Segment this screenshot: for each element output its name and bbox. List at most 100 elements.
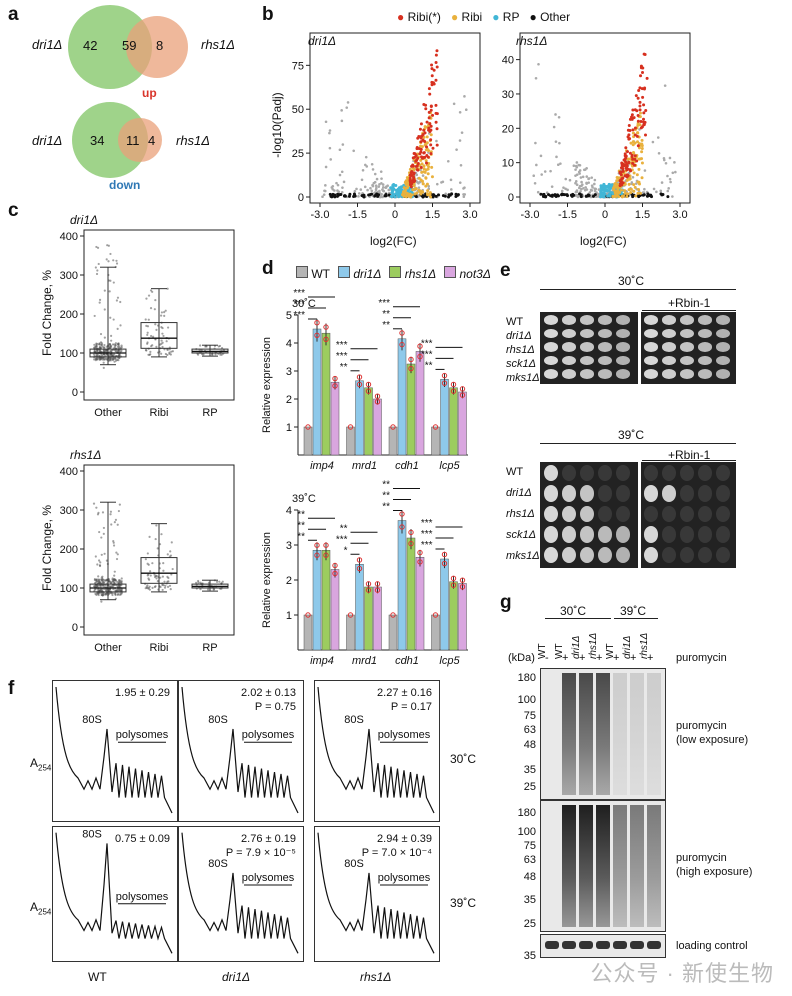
jitter-point xyxy=(98,564,102,567)
point-ribi-star xyxy=(430,67,434,71)
profile-pvalue: P = 0.75 xyxy=(255,701,296,713)
x-tick-label: -3.0 xyxy=(311,209,330,221)
replicate-point xyxy=(408,365,414,372)
wb-puro-sign: + xyxy=(647,652,654,664)
point-rp xyxy=(391,192,395,196)
profile-stat: 1.95 ± 0.29 xyxy=(115,687,170,699)
point-ribi xyxy=(417,176,421,180)
point-other xyxy=(585,175,589,178)
a254-sub: 254 xyxy=(38,907,52,917)
point-ribi-star xyxy=(639,119,643,123)
jitter-point xyxy=(103,308,106,311)
point-other xyxy=(578,186,581,190)
replicate-point xyxy=(417,559,423,565)
x-tick-label: 0 xyxy=(392,209,398,221)
point-rp xyxy=(398,189,402,193)
point-other-sig xyxy=(328,192,332,196)
point-other xyxy=(361,168,365,172)
point-other xyxy=(336,183,340,187)
yeast-spot xyxy=(616,505,630,523)
a254-label: A xyxy=(30,900,39,914)
jitter-point xyxy=(166,348,169,351)
point-ribi-star xyxy=(431,146,435,150)
x-tick-label: lcp5 xyxy=(439,655,460,667)
x-tick-label: 3.0 xyxy=(462,209,477,221)
point-other xyxy=(575,183,579,187)
point-other xyxy=(371,184,375,188)
point-other-sig xyxy=(387,193,391,197)
point-other xyxy=(323,189,326,193)
point-other xyxy=(666,174,669,178)
point-other xyxy=(435,139,438,143)
point-rp xyxy=(395,192,399,196)
point-other-sig xyxy=(571,192,575,196)
jitter-point xyxy=(114,593,117,597)
replicate-point xyxy=(323,552,329,558)
yeast-spot xyxy=(662,355,676,366)
y-tick-label: 20 xyxy=(502,123,514,135)
point-other xyxy=(336,189,339,192)
jitter-point xyxy=(154,537,157,541)
point-ribi-star xyxy=(642,52,646,56)
point-other xyxy=(575,161,579,164)
yeast-spot xyxy=(580,465,594,482)
point-ribi-star xyxy=(628,151,632,155)
jitter-point xyxy=(116,296,120,299)
jitter-point xyxy=(120,346,123,349)
jitter-point xyxy=(160,311,164,314)
jitter-point xyxy=(94,266,97,269)
replicate-point xyxy=(390,424,396,430)
profile-trace xyxy=(317,832,435,954)
wb-loading-band xyxy=(562,941,576,949)
jitter-point xyxy=(110,350,113,353)
jitter-point xyxy=(97,575,100,578)
point-other xyxy=(440,181,443,184)
point-ribi-star xyxy=(410,180,414,184)
profile-stat: 2.02 ± 0.13 xyxy=(241,687,296,699)
box xyxy=(140,322,178,349)
jitter-point xyxy=(119,300,122,304)
point-other xyxy=(328,131,331,135)
point-ribi xyxy=(637,157,641,161)
point-other xyxy=(555,155,558,159)
wb-gel-low-exposure xyxy=(540,668,666,800)
point-ribi xyxy=(631,131,635,135)
peak-label-80s: 80S xyxy=(82,828,102,840)
point-rp xyxy=(402,183,406,187)
wb-lane-smear xyxy=(613,673,627,795)
point-other-sig xyxy=(347,194,351,198)
jitter-point xyxy=(112,259,115,262)
point-ribi-star xyxy=(642,111,646,115)
point-ribi-star xyxy=(642,103,646,107)
jitter-point xyxy=(167,326,170,329)
point-rp xyxy=(391,183,395,187)
bar xyxy=(397,338,407,456)
point-ribi-star xyxy=(625,173,629,177)
yeast-spot xyxy=(698,485,712,502)
jitter-point xyxy=(155,328,158,331)
profile-pvalue: P = 7.0 × 10⁻⁴ xyxy=(362,847,433,859)
point-ribi-star xyxy=(638,108,642,112)
x-tick-label: 1.5 xyxy=(635,209,650,221)
jitter-point xyxy=(196,353,200,356)
jitter-point xyxy=(146,552,149,555)
jitter-point xyxy=(102,361,105,364)
legend-label: RP xyxy=(502,10,520,24)
point-other-sig xyxy=(666,195,670,199)
wb-lane-smear xyxy=(562,673,576,795)
yeast-spot xyxy=(616,485,630,502)
jitter-point xyxy=(118,353,121,357)
point-ribi-star xyxy=(434,78,438,82)
point-ribi xyxy=(403,180,407,184)
point-other xyxy=(435,182,439,186)
point-ribi xyxy=(422,167,426,171)
y-tick-label: 0 xyxy=(508,192,514,204)
jitter-point xyxy=(112,540,115,543)
point-other xyxy=(539,154,543,158)
point-other xyxy=(357,195,360,198)
point-ribi xyxy=(627,177,631,181)
point-rp xyxy=(599,192,603,196)
jitter-point xyxy=(159,343,162,346)
jitter-point xyxy=(165,340,168,343)
